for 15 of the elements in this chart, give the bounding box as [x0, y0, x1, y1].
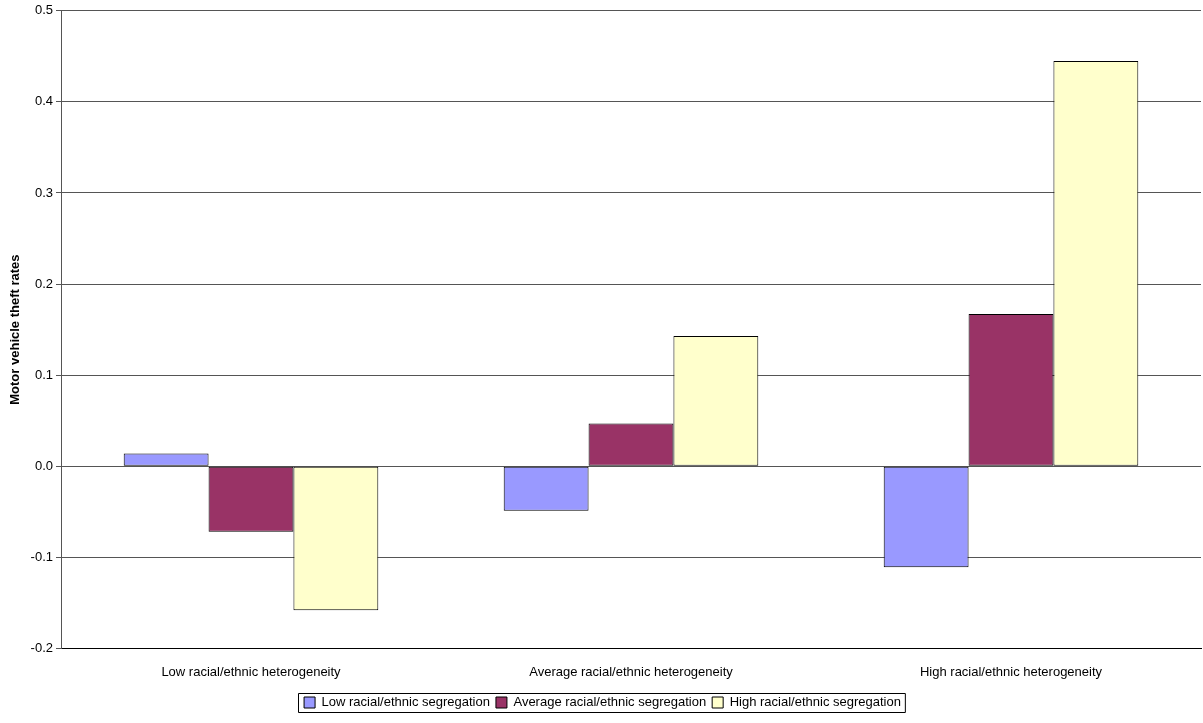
x-tick-label: High racial/ethnic heterogeneity	[919, 663, 1103, 679]
x-tick-label: Low racial/ethnic heterogeneity	[161, 663, 342, 679]
y-tick-label: -0.1	[30, 548, 53, 564]
legend-label: Low racial/ethnic segregation	[321, 694, 490, 710]
y-tick-label: 0.1	[34, 366, 53, 382]
legend-label: High racial/ethnic segregation	[729, 694, 901, 710]
y-axis-title: Motor vehicle theft rates	[7, 254, 23, 405]
legend-label: Average racial/ethnic segregation	[513, 694, 707, 710]
y-tick-label: 0.4	[34, 93, 53, 109]
y-tick-label: 0.2	[34, 275, 53, 291]
y-tick-label: 0.3	[34, 184, 53, 200]
y-tick-label: 0.0	[34, 457, 53, 473]
y-tick-label: 0.5	[34, 2, 53, 18]
y-tick-label: -0.2	[30, 639, 53, 655]
x-tick-label: Average racial/ethnic heterogeneity	[529, 663, 734, 679]
